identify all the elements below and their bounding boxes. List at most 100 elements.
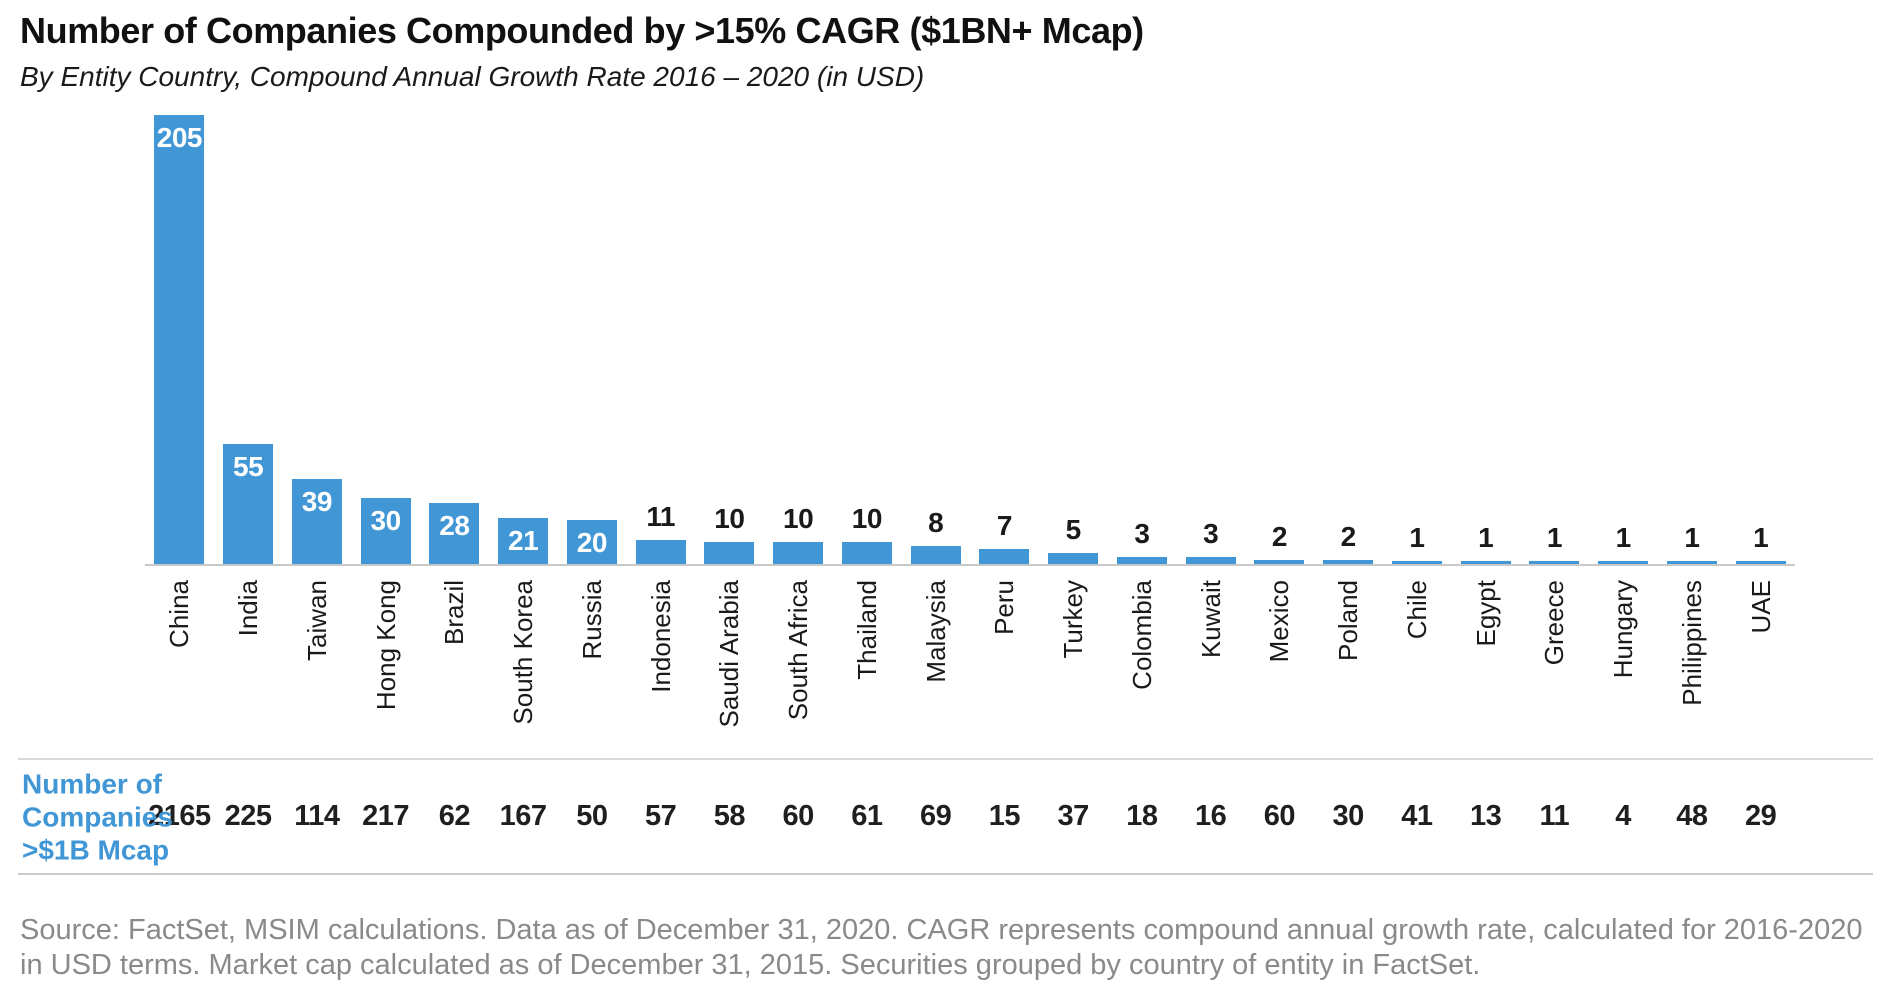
bar-value-label: 1 (1615, 522, 1632, 553)
bar-value-label: 10 (714, 503, 745, 534)
x-axis-label-cell: Mexico (1245, 566, 1314, 758)
bar (1666, 561, 1717, 564)
x-axis-label-cell: Colombia (1108, 566, 1177, 758)
bar-cell: 3 (1108, 99, 1177, 564)
x-axis-label: Chile (1401, 580, 1432, 640)
x-axis-label-cell: Peru (970, 566, 1039, 758)
bar (704, 542, 755, 564)
company-count-value: 13 (1469, 800, 1502, 832)
bar-value-label: 28 (439, 510, 470, 541)
x-axis-label-cell: Thailand (833, 566, 902, 758)
bar-value-label: 1 (1478, 522, 1494, 553)
bar (635, 540, 686, 564)
bar (1598, 561, 1649, 564)
x-axis-label-cell: Turkey (1039, 566, 1108, 758)
bar-value-label: 1 (1409, 522, 1425, 553)
bar: 55 (223, 444, 274, 564)
company-count-value: 4 (1615, 800, 1631, 832)
bar-value-label: 30 (370, 505, 402, 536)
x-axis-label: Russia (576, 580, 607, 660)
bar-value-label: 3 (1203, 518, 1219, 549)
bar (1323, 560, 1374, 564)
bar: 21 (498, 518, 549, 564)
bar (1529, 561, 1580, 564)
bar (1460, 561, 1511, 564)
x-axis-label: Taiwan (301, 580, 332, 661)
bar-value-label: 11 (646, 501, 675, 532)
x-axis-label: UAE (1745, 580, 1776, 634)
bar-cell: 10 (764, 99, 833, 564)
x-axis-label: South Africa (783, 580, 814, 721)
page-title: Number of Companies Compounded by >15% C… (20, 10, 1144, 51)
company-count-value: 37 (1057, 800, 1089, 832)
bar: 205 (154, 115, 205, 564)
x-axis-label-cell: Hong Kong (351, 566, 420, 758)
x-axis-label-cell: UAE (1726, 566, 1795, 758)
x-axis-label-cell: India (214, 566, 283, 758)
company-count-value: 16 (1194, 800, 1227, 832)
bar-cell: 20 (558, 99, 627, 564)
x-axis-label-cell: Brazil (420, 566, 489, 758)
x-axis-label: Thailand (851, 580, 882, 680)
bar-value-label: 3 (1134, 518, 1150, 549)
bar-cell: 28 (420, 99, 489, 564)
company-count-value: 58 (713, 800, 746, 832)
bar (1185, 557, 1236, 564)
x-axis-label-cell: Taiwan (283, 566, 352, 758)
bar (910, 546, 961, 564)
count-values-container: 2165 225 114 217 62 167 50 57 58 60 61 69 15 37 18 16 60… (145, 802, 1795, 831)
x-axis-label: Kuwait (1195, 580, 1226, 659)
bar (979, 549, 1030, 564)
x-axis-label-cell: Chile (1383, 566, 1452, 758)
company-count-value: 60 (782, 800, 814, 832)
bar: 20 (566, 520, 617, 564)
x-axis-label-cell: Russia (558, 566, 627, 758)
x-axis-labels: China India Taiwan Hong Kong Brazil South Kor… (145, 566, 1795, 758)
bar-cell: 1 (1589, 99, 1658, 564)
company-count-value: 217 (362, 800, 410, 832)
bar-cell: 1 (1451, 99, 1520, 564)
bar-value-label: 2 (1340, 521, 1357, 552)
bar-cell: 1 (1520, 99, 1589, 564)
bar-chart-plot: 205 55 39 30 28 21 20 11 10 10 10 8 7 5 3 3 2 2 1 1 1 1 1 1 (145, 99, 1795, 566)
bar-cell: 5 (1039, 99, 1108, 564)
company-count-value: 15 (988, 800, 1021, 832)
bar-value-label: 205 (156, 122, 203, 153)
bar-value-label: 10 (851, 503, 883, 534)
bar (1391, 561, 1442, 564)
chart-subtitle: By Entity Country, Compound Annual Growt… (20, 61, 925, 92)
x-axis-label: Mexico (1264, 580, 1295, 663)
bar (1048, 553, 1099, 564)
x-axis-label: China (164, 580, 195, 648)
x-axis-label: Turkey (1058, 580, 1089, 659)
company-count-value: 18 (1126, 800, 1158, 832)
bar-value-label: 21 (508, 525, 539, 556)
bar-cell: 8 (901, 99, 970, 564)
count-row-label: Number of Companies >$1B Mcap (22, 767, 173, 866)
company-count-value: 11 (1539, 800, 1570, 832)
bar-value-label: 1 (1684, 522, 1700, 553)
bar-value-label: 2 (1271, 521, 1288, 552)
bar-value-label: 20 (576, 527, 608, 558)
x-axis-label: Peru (989, 580, 1020, 635)
x-axis-label-cell: Egypt (1451, 566, 1520, 758)
company-count-value: 50 (576, 800, 608, 832)
x-axis-label: Brazil (439, 580, 470, 646)
company-count-value: 48 (1676, 800, 1708, 832)
bar-cell: 10 (695, 99, 764, 564)
company-count-value: 62 (438, 800, 471, 832)
bar-cell: 30 (351, 99, 420, 564)
bars-container: 205 55 39 30 28 21 20 11 10 10 10 8 7 5 3 3 2 2 1 1 1 1 1 1 (145, 99, 1795, 564)
x-axis-label: Hong Kong (370, 580, 401, 711)
companies-count-row: Number of Companies >$1B Mcap 2165 225 114… (18, 758, 1873, 875)
x-axis-label-cell: Kuwait (1176, 566, 1245, 758)
x-axis-label-cell: Poland (1314, 566, 1383, 758)
bar-cell: 1 (1726, 99, 1795, 564)
bar-cell: 11 (626, 99, 695, 564)
bar (1254, 560, 1305, 564)
bar-cell: 1 (1383, 99, 1452, 564)
bar-cell: 7 (970, 99, 1039, 564)
company-count-value: 41 (1401, 800, 1433, 832)
x-axis-label-cell: Greece (1520, 566, 1589, 758)
bar-cell: 10 (833, 99, 902, 564)
